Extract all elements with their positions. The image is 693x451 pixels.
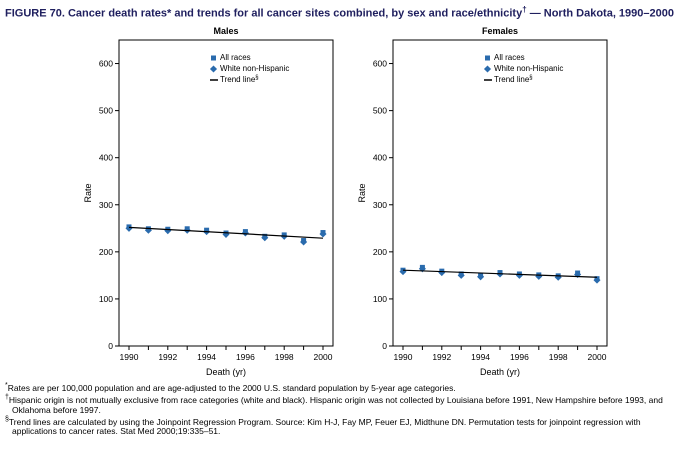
y-tick-label: 600 [373,59,387,69]
data-point-diamond [457,272,465,280]
y-tick-label: 500 [99,106,113,116]
trend-line [128,227,324,240]
legend-label: All races [494,53,525,62]
x-axis-label: Death (yr) [206,367,246,377]
females-chart: Females 0 100 200 300 400 500 600 1990 1992 1994 19… [357,26,608,377]
x-tick-label: 2000 [314,352,333,362]
footnotes: *Rates are per 100,000 population and ar… [5,382,687,437]
legend-label: Trend line§ [220,75,259,84]
data-point-diamond [477,273,485,281]
data-point-diamond [261,234,269,242]
footnote-rates: *Rates are per 100,000 population and ar… [5,382,687,394]
x-tick-label: 1998 [549,352,568,362]
legend-swatch-diamond [209,65,218,73]
figure-title-dagger: † [522,5,527,14]
x-tick-label: 1990 [120,352,139,362]
data-point-diamond [125,225,133,233]
footnote-hispanic-origin-marker: † [5,394,9,402]
y-axis-label: Rate [357,184,367,203]
legend-label: Trend line§ [494,75,533,84]
data-point-diamond [241,229,249,237]
legend-swatch-square [485,55,490,61]
chart-title: Females [482,26,518,36]
legend-swatch-square [211,55,216,61]
footnote-hispanic-origin-text: Hispanic origin is not mutually exclusiv… [8,394,663,415]
x-tick-label: 2000 [588,352,607,362]
x-tick-label: 1994 [471,352,490,362]
footnote-rates-marker: * [5,382,8,390]
footnote-rates-text: Rates are per 100,000 population and are… [7,383,456,394]
x-tick-label: 1992 [432,352,451,362]
y-tick-label: 300 [99,200,113,210]
footnote-trend-lines-marker: § [5,415,9,423]
x-tick-label: 1994 [197,352,216,362]
data-point-diamond [319,230,327,238]
charts-row: Males 0 100 200 300 400 500 600 1990 1992 1994 1996… [61,24,687,380]
footnote-trend-lines: §Trend lines are calculated by using the… [5,416,687,438]
x-tick-label: 1996 [510,352,529,362]
y-tick-label: 500 [373,106,387,116]
data-point-diamond [438,269,446,277]
x-axis-label: Death (yr) [480,367,520,377]
chart-title: Males [213,26,238,36]
males-chart: Males 0 100 200 300 400 500 600 1990 1992 1994 1996… [83,26,334,377]
trend-line [402,270,598,279]
y-tick-label: 0 [382,341,387,351]
x-tick-label: 1992 [158,352,177,362]
y-tick-label: 400 [373,153,387,163]
x-tick-label: 1998 [275,352,294,362]
y-tick-label: 400 [99,153,113,163]
footnote-trend-lines-text: Trend lines are calculated by using the … [8,416,641,437]
plot-border [118,39,334,347]
y-axis-label: Rate [83,184,93,203]
x-tick-label: 1996 [236,352,255,362]
legend-label: White non-Hispanic [494,64,563,73]
figure-title-text: FIGURE 70. Cancer death rates* and trend… [5,7,523,20]
y-tick-label: 200 [99,247,113,257]
y-tick-label: 600 [99,59,113,69]
data-point-diamond [300,238,308,246]
y-tick-label: 100 [99,294,113,304]
footnote-hispanic-origin: †Hispanic origin is not mutually exclusi… [5,394,687,416]
x-tick-label: 1990 [394,352,413,362]
figure-title: FIGURE 70. Cancer death rates* and trend… [5,5,687,21]
y-tick-label: 300 [373,200,387,210]
y-tick-label: 200 [373,247,387,257]
legend-label: All races [220,53,251,62]
legend-label: White non-Hispanic [220,64,289,73]
plot-border [392,39,608,347]
legend-swatch-diamond [483,65,492,73]
y-tick-label: 100 [373,294,387,304]
figure-title-suffix: — North Dakota, 1990–2000 [526,7,674,20]
y-tick-label: 0 [108,341,113,351]
